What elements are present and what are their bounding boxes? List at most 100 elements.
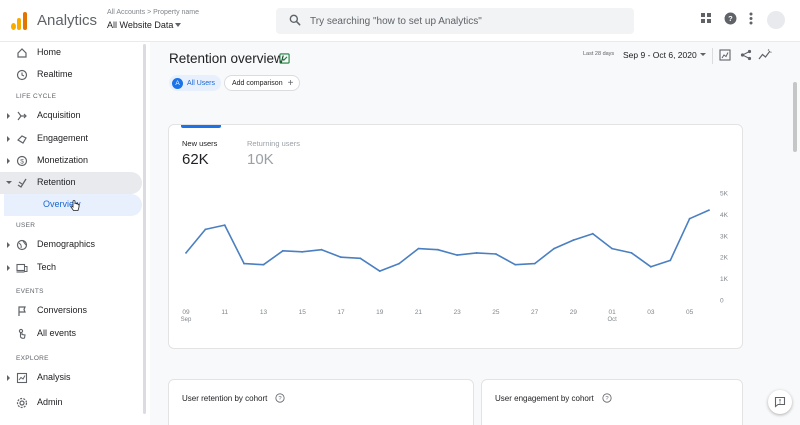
share-icon[interactable] xyxy=(740,49,752,61)
analysis-icon xyxy=(16,372,28,384)
chevron-right-icon xyxy=(7,375,10,381)
x-tick-label: 19 xyxy=(376,309,384,316)
sidebar-item-label: Engagement xyxy=(37,133,89,143)
sidebar-item-home[interactable]: Home xyxy=(0,42,142,64)
date-preset-label: Last 28 days xyxy=(583,51,615,57)
analytics-logo-icon[interactable] xyxy=(11,12,29,30)
sidebar-item-label: Tech xyxy=(37,262,57,272)
help-outline-icon[interactable]: ? xyxy=(602,393,612,403)
property-selector[interactable]: All Website Data xyxy=(107,20,174,30)
sidebar-item-demographics[interactable]: Demographics xyxy=(0,234,142,256)
plus-icon: + xyxy=(287,77,294,89)
customize-report-icon[interactable] xyxy=(719,49,731,61)
retention-icon xyxy=(17,178,27,188)
sidebar-scrollbar[interactable] xyxy=(143,44,146,414)
property-breadcrumb: All Accounts > Property name xyxy=(107,9,200,16)
x-tick-label: 01 xyxy=(609,309,617,316)
data-point xyxy=(649,265,652,268)
data-point xyxy=(204,228,207,231)
chevron-right-icon xyxy=(7,113,10,119)
y-tick-label: 5K xyxy=(720,191,729,198)
chevron-down-icon[interactable] xyxy=(175,23,181,27)
search-bar[interactable] xyxy=(276,8,634,34)
sidebar-item-label: All events xyxy=(37,328,77,338)
data-point xyxy=(495,253,497,255)
gear-icon xyxy=(16,397,28,409)
metric-label: Returning users xyxy=(247,139,300,148)
x-tick-label: 11 xyxy=(221,309,228,316)
more-vert-icon[interactable] xyxy=(748,12,754,25)
help-icon[interactable]: ? xyxy=(724,12,737,25)
card-title: User engagement by cohort xyxy=(495,394,594,403)
y-tick-label: 2K xyxy=(720,255,729,262)
chevron-down-icon xyxy=(6,181,12,184)
sidebar-item-monetization[interactable]: $ Monetization xyxy=(0,150,142,172)
sidebar-item-realtime[interactable]: Realtime xyxy=(0,64,142,86)
acquisition-icon xyxy=(17,111,27,121)
data-point xyxy=(340,256,342,259)
sidebar-item-analysis[interactable]: Analysis xyxy=(0,367,142,389)
data-point xyxy=(185,252,187,254)
data-point xyxy=(688,217,691,220)
sidebar-item-all-events[interactable]: All events xyxy=(0,323,142,345)
segment-label: All Users xyxy=(187,79,216,87)
sidebar: Home Realtime LIFE CYCLE Acquisition Eng… xyxy=(0,42,146,425)
sidebar-item-tech[interactable]: Tech xyxy=(0,257,142,279)
segment-badge: A xyxy=(172,77,183,89)
clock-icon xyxy=(16,69,28,81)
apps-grid-icon[interactable] xyxy=(700,12,712,24)
data-point xyxy=(262,263,265,266)
sidebar-item-label: Conversions xyxy=(37,305,88,315)
feedback-button[interactable] xyxy=(768,390,792,414)
avatar[interactable] xyxy=(767,11,785,29)
data-point xyxy=(281,249,284,252)
data-point xyxy=(533,262,536,265)
svg-text:$: $ xyxy=(20,158,24,165)
sidebar-item-engagement[interactable]: Engagement xyxy=(0,128,142,150)
x-tick-label: 27 xyxy=(531,309,539,316)
add-comparison-button[interactable]: Add comparison + xyxy=(224,75,301,91)
metric-returning-users[interactable]: Returning users 10K xyxy=(247,139,300,168)
x-tick-label: 09 xyxy=(182,309,190,316)
x-tick-label: 17 xyxy=(337,309,345,316)
chevron-down-icon[interactable] xyxy=(700,53,706,56)
sidebar-item-acquisition[interactable]: Acquisition xyxy=(0,105,142,127)
touch-icon xyxy=(18,328,26,339)
data-point xyxy=(611,247,614,250)
sidebar-item-admin[interactable]: Admin xyxy=(0,392,142,414)
sidebar-item-label: Overview xyxy=(43,199,81,209)
sidebar-item-conversions[interactable]: Conversions xyxy=(0,300,142,322)
y-tick-label: 1K xyxy=(720,276,729,283)
y-tick-label: 4K xyxy=(720,212,729,219)
help-outline-icon[interactable]: ? xyxy=(275,393,285,403)
card-title: User retention by cohort xyxy=(182,394,268,403)
sidebar-item-label: Acquisition xyxy=(37,110,81,120)
sidebar-item-retention[interactable]: Retention xyxy=(0,172,142,194)
metric-value: 10K xyxy=(247,151,274,168)
date-range-selector[interactable]: Sep 9 - Oct 6, 2020 xyxy=(623,50,697,60)
data-point xyxy=(436,248,439,251)
devices-icon xyxy=(16,263,28,273)
data-point xyxy=(417,247,420,250)
metric-new-users[interactable]: New users 62K xyxy=(182,139,217,168)
section-label-user: USER xyxy=(16,222,36,229)
home-icon xyxy=(17,48,27,58)
chevron-right-icon xyxy=(7,242,10,248)
insights-icon[interactable] xyxy=(758,49,772,61)
svg-text:?: ? xyxy=(728,14,733,23)
top-bar: Analytics All Accounts > Property name A… xyxy=(0,0,800,42)
data-point xyxy=(630,252,633,254)
segment-chip-all-users[interactable]: A All Users xyxy=(169,75,222,91)
sidebar-item-label: Analysis xyxy=(37,372,71,382)
search-input[interactable] xyxy=(310,12,610,30)
data-point xyxy=(708,209,710,212)
metric-value: 62K xyxy=(182,151,209,168)
verified-report-icon[interactable] xyxy=(279,53,290,64)
data-point xyxy=(669,259,672,262)
data-point xyxy=(475,252,478,254)
main-scrollbar[interactable] xyxy=(793,82,797,152)
x-tick-label: 13 xyxy=(260,309,268,316)
add-comparison-label: Add comparison xyxy=(232,79,283,87)
data-point xyxy=(320,248,323,251)
